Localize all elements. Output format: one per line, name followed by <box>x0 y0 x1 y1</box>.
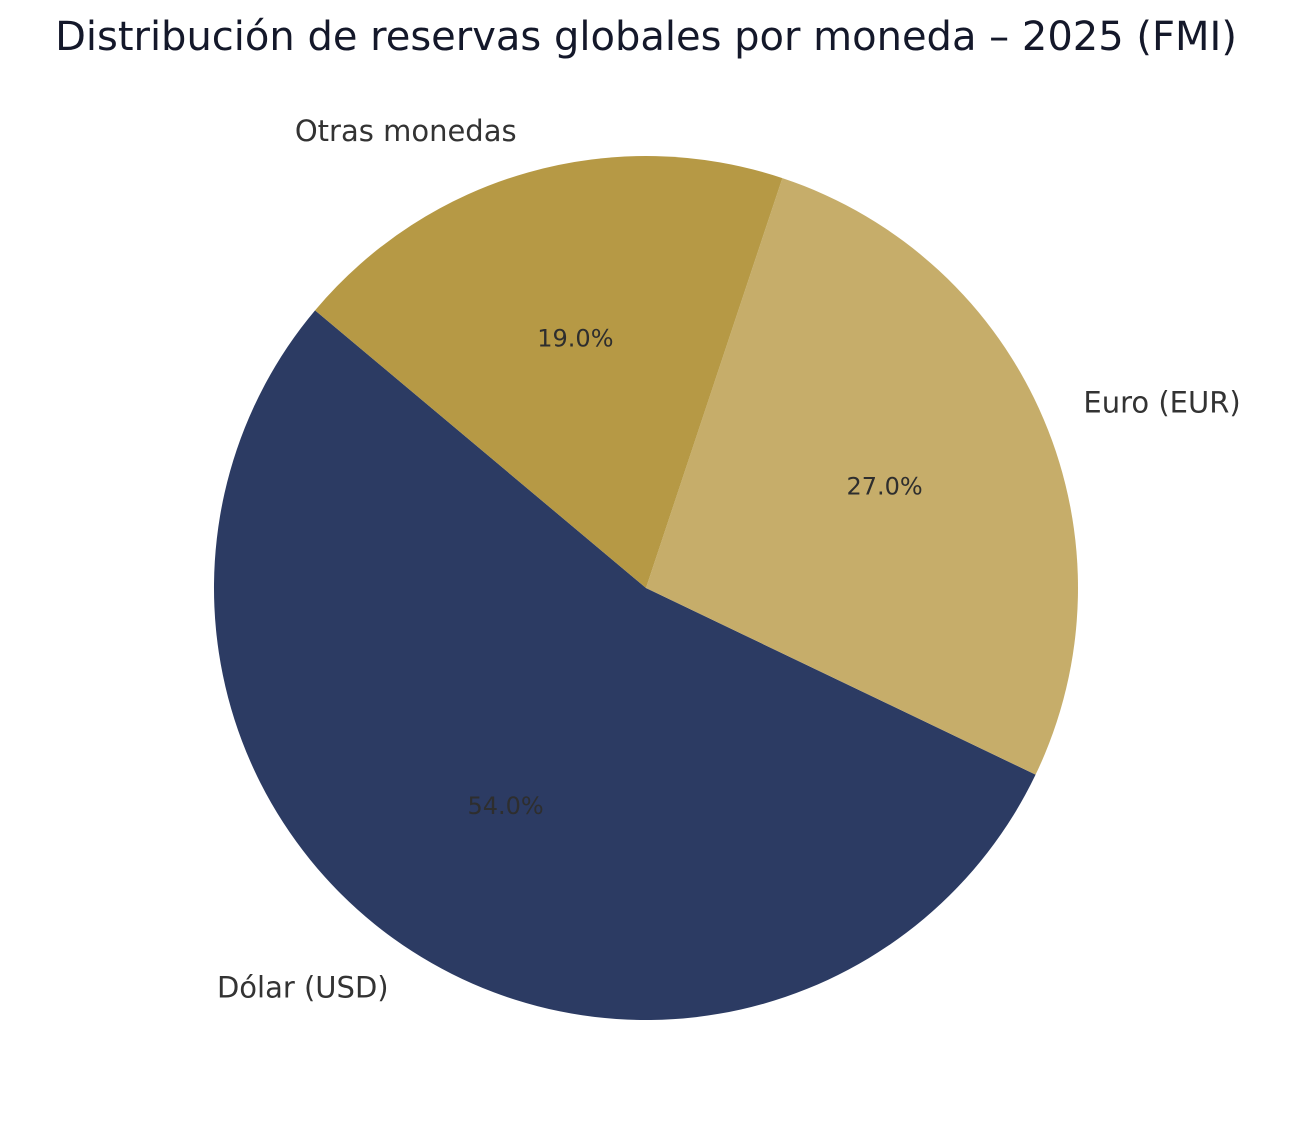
pct-label-dolar-usd: 54.0% <box>467 792 543 820</box>
pie-slice-dolar-usd <box>213 310 1036 1021</box>
pie-slice-otras-monedas <box>315 156 783 588</box>
pie-slice-euro-eur <box>646 178 1078 775</box>
pct-label-euro-eur: 27.0% <box>846 473 922 501</box>
chart-title: Distribución de reservas globales por mo… <box>55 14 1237 60</box>
pie-slices <box>213 156 1078 1021</box>
slice-label-otras-monedas: Otras monedas <box>295 114 517 148</box>
slice-label-dolar-usd: Dólar (USD) <box>217 970 389 1004</box>
pie-labels: 54.0% Dólar (USD) 27.0% Euro (EUR) 19.0% Otra… <box>217 114 1241 1005</box>
slice-label-euro-eur: Euro (EUR) <box>1083 385 1240 419</box>
pct-label-otras-monedas: 19.0% <box>537 325 613 353</box>
